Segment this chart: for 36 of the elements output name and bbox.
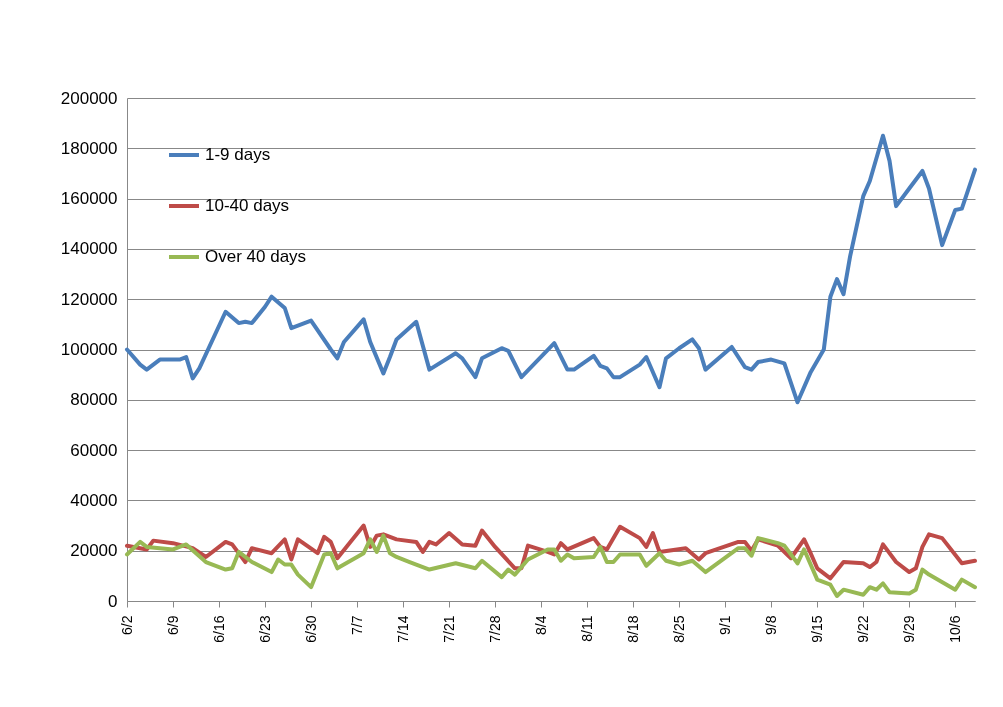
x-tick-label: 8/25	[670, 615, 687, 643]
x-tick-label: 6/2	[118, 615, 135, 635]
x-tick-label: 8/18	[624, 615, 641, 643]
line-series	[125, 533, 977, 598]
y-tick-label: 120000	[60, 289, 118, 309]
x-tick-label: 9/29	[900, 615, 917, 643]
y-tick-label: 160000	[60, 189, 118, 209]
x-tick-label: 9/1	[716, 615, 733, 635]
x-tick-label: 6/9	[164, 615, 181, 635]
y-tick-label: 80000	[70, 390, 118, 410]
x-tick-label: 7/28	[486, 615, 503, 643]
y-tick-label: 40000	[70, 490, 118, 510]
x-tick-label: 7/7	[348, 615, 365, 635]
x-tick-label: 8/11	[578, 615, 595, 642]
y-tick-label: 200000	[60, 88, 118, 108]
legend-label: 1-9 days	[205, 145, 271, 164]
y-tick-label: 20000	[70, 541, 118, 561]
x-tick-label: 9/22	[854, 615, 871, 643]
x-tick-label: 6/23	[256, 615, 273, 643]
y-tick-label: 180000	[60, 138, 118, 158]
x-tick-label: 6/16	[210, 615, 227, 643]
y-tick-label: 140000	[60, 239, 118, 259]
x-tick-label: 10/6	[946, 615, 963, 643]
x-tick-label: 9/15	[808, 615, 825, 643]
x-tick-label: 9/8	[762, 615, 779, 635]
x-tick-label: 6/30	[302, 615, 319, 643]
legend-label: Over 40 days	[205, 247, 307, 266]
x-tick-label: 8/4	[532, 615, 549, 635]
y-tick-label: 100000	[60, 340, 118, 359]
line-series	[125, 523, 977, 581]
x-tick-label: 7/21	[440, 615, 457, 643]
x-tick-label: 7/14	[394, 615, 411, 643]
y-tick-label: 0	[108, 591, 118, 611]
legend-label: 10-40 days	[205, 196, 290, 215]
line-series	[125, 133, 977, 405]
y-tick-label: 60000	[70, 440, 118, 460]
